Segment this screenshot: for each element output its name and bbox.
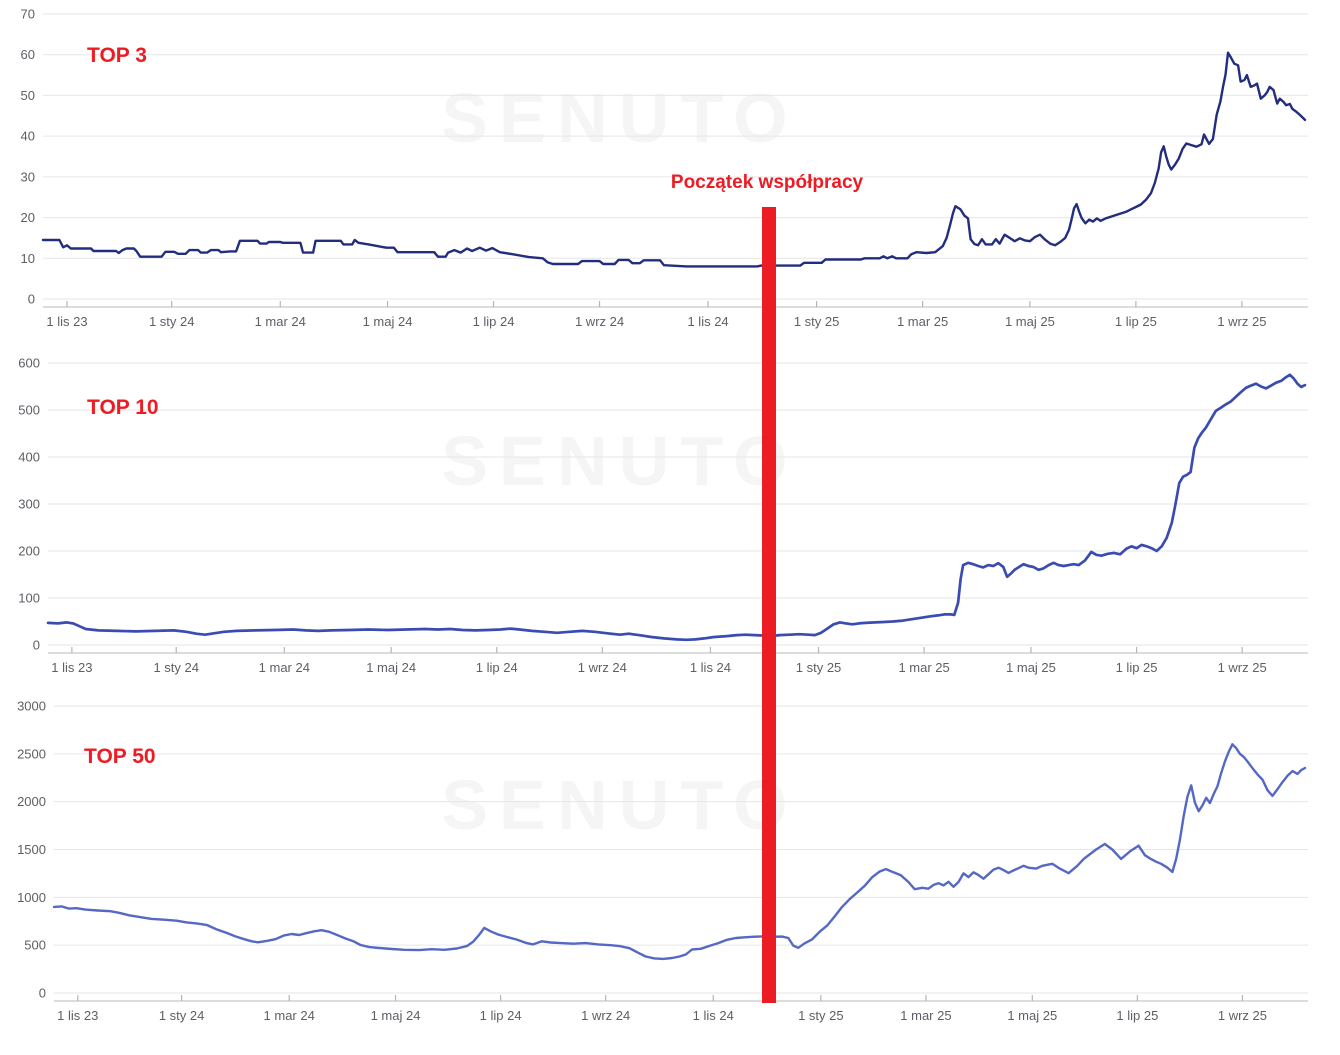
svg-text:1 mar 25: 1 mar 25 [900,1008,951,1023]
svg-text:1 maj 24: 1 maj 24 [366,660,416,675]
svg-text:1 lis 23: 1 lis 23 [57,1008,98,1023]
senuto-watermark: SENUTO [441,422,799,500]
top50-title: TOP 50 [84,745,156,768]
svg-text:1 sty 24: 1 sty 24 [159,1008,205,1023]
svg-text:0: 0 [33,638,40,653]
svg-text:1 sty 25: 1 sty 25 [794,314,840,329]
svg-text:1 lis 23: 1 lis 23 [46,314,87,329]
svg-text:1 lip 24: 1 lip 24 [476,660,518,675]
svg-text:1 lip 25: 1 lip 25 [1115,314,1157,329]
svg-text:1 sty 25: 1 sty 25 [798,1008,844,1023]
svg-text:1 sty 24: 1 sty 24 [153,660,199,675]
svg-text:1 mar 24: 1 mar 24 [264,1008,315,1023]
svg-text:70: 70 [21,7,35,22]
svg-text:1 maj 24: 1 maj 24 [371,1008,421,1023]
svg-text:1 lip 25: 1 lip 25 [1116,660,1158,675]
top3-line-chart: 0 10 20 30 40 50 60 70 1 lis 23 1 sty 24 1 mar 24 1… [21,7,1308,329]
svg-text:1 wrz 24: 1 wrz 24 [578,660,627,675]
svg-text:1 lip 24: 1 lip 24 [473,314,515,329]
svg-text:1 wrz 24: 1 wrz 24 [575,314,624,329]
svg-text:1 wrz 24: 1 wrz 24 [581,1008,630,1023]
svg-text:1 lis 24: 1 lis 24 [690,660,731,675]
svg-text:1 sty 25: 1 sty 25 [796,660,842,675]
svg-text:10: 10 [21,251,35,266]
svg-text:1 lis 24: 1 lis 24 [693,1008,734,1023]
svg-text:200: 200 [18,544,40,559]
top10-line-chart: 0 100 200 300 400 500 600 1 lis 23 1 sty 24 1 mar… [18,356,1308,675]
svg-text:500: 500 [18,403,40,418]
svg-text:1 sty 24: 1 sty 24 [149,314,195,329]
svg-text:1 mar 24: 1 mar 24 [259,660,310,675]
svg-text:1000: 1000 [17,890,46,905]
top50-line-chart: 0 500 1000 1500 2000 2500 3000 1 lis 23 1 sty 24… [17,699,1308,1023]
senuto-watermark: SENUTO [441,79,799,157]
svg-text:1 wrz 25: 1 wrz 25 [1217,314,1266,329]
svg-text:2000: 2000 [17,794,46,809]
svg-text:500: 500 [24,938,46,953]
svg-text:100: 100 [18,591,40,606]
svg-text:50: 50 [21,88,35,103]
svg-text:600: 600 [18,356,40,371]
top3-title: TOP 3 [87,44,147,67]
svg-text:1 lis 24: 1 lis 24 [687,314,728,329]
svg-text:1 maj 25: 1 maj 25 [1007,1008,1057,1023]
svg-text:1 lis 23: 1 lis 23 [51,660,92,675]
svg-text:1 mar 25: 1 mar 25 [897,314,948,329]
svg-text:1 maj 25: 1 maj 25 [1006,660,1056,675]
svg-text:3000: 3000 [17,699,46,714]
svg-text:1 mar 24: 1 mar 24 [255,314,306,329]
svg-text:1 mar 25: 1 mar 25 [898,660,949,675]
svg-text:1 wrz 25: 1 wrz 25 [1218,1008,1267,1023]
svg-text:40: 40 [21,129,35,144]
svg-text:30: 30 [21,169,35,184]
svg-text:0: 0 [28,292,35,307]
svg-text:1 lip 24: 1 lip 24 [480,1008,522,1023]
svg-text:400: 400 [18,450,40,465]
svg-text:1 maj 25: 1 maj 25 [1005,314,1055,329]
svg-text:0: 0 [39,986,46,1001]
svg-text:300: 300 [18,497,40,512]
cooperation-start-label: Początek współpracy [670,172,864,193]
senuto-watermark: SENUTO [441,766,799,844]
svg-text:1500: 1500 [17,842,46,857]
svg-text:1 maj 24: 1 maj 24 [363,314,413,329]
svg-text:1 wrz 25: 1 wrz 25 [1218,660,1267,675]
svg-text:60: 60 [21,47,35,62]
top10-title: TOP 10 [87,396,159,419]
svg-text:20: 20 [21,210,35,225]
svg-text:2500: 2500 [17,746,46,761]
svg-text:1 lip 25: 1 lip 25 [1116,1008,1158,1023]
cooperation-start-marker-line [762,207,776,1003]
